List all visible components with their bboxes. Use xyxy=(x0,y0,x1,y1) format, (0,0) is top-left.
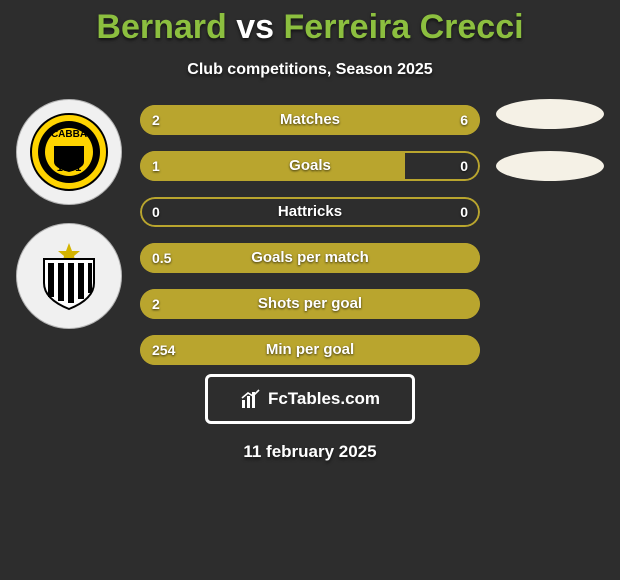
stat-label: Hattricks xyxy=(140,197,480,227)
right-club-placeholder-1 xyxy=(496,99,604,129)
stat-value-p2: 6 xyxy=(460,105,468,135)
stat-label: Goals per match xyxy=(140,243,480,273)
page-title: Bernard vs Ferreira Crecci xyxy=(0,0,620,47)
stat-value-p2: 0 xyxy=(460,197,468,227)
right-placeholders xyxy=(496,99,604,203)
brand-text: FcTables.com xyxy=(268,389,380,409)
stat-value-p1: 254 xyxy=(152,335,175,365)
club1-name-text: CABBA xyxy=(51,129,87,140)
brand-box: FcTables.com xyxy=(205,374,415,424)
stat-bars: Matches26Goals10Hattricks00Goals per mat… xyxy=(140,105,480,381)
stat-value-p1: 0.5 xyxy=(152,243,171,273)
stat-value-p1: 1 xyxy=(152,151,160,181)
title-player2: Ferreira Crecci xyxy=(284,8,524,46)
stat-row: Goals per match0.5 xyxy=(140,243,480,273)
stat-value-p2: 0 xyxy=(460,151,468,181)
stat-value-p1: 2 xyxy=(152,105,160,135)
stat-value-p1: 2 xyxy=(152,289,160,319)
stat-label: Min per goal xyxy=(140,335,480,365)
subtitle: Club competitions, Season 2025 xyxy=(0,61,620,79)
date-line: 11 february 2025 xyxy=(0,442,620,462)
title-player1: Bernard xyxy=(96,8,226,46)
stat-label: Goals xyxy=(140,151,480,181)
title-vs: vs xyxy=(236,8,274,46)
club-badge-1: CABBA 1931 xyxy=(16,99,122,205)
brand-chart-icon xyxy=(240,388,262,410)
stat-value-p1: 0 xyxy=(152,197,160,227)
stat-row: Goals1 0 xyxy=(140,151,480,181)
left-badges: CABBA 1931 xyxy=(16,99,122,347)
stat-label: Matches xyxy=(140,105,480,135)
right-club-placeholder-2 xyxy=(496,151,604,181)
club-badge-2 xyxy=(16,223,122,329)
stat-label: Shots per goal xyxy=(140,289,480,319)
stat-row: Min per goal254 xyxy=(140,335,480,365)
stat-row: Hattricks0 0 xyxy=(140,197,480,227)
stat-row: Shots per goal2 xyxy=(140,289,480,319)
stat-row: Matches2 6 xyxy=(140,105,480,135)
